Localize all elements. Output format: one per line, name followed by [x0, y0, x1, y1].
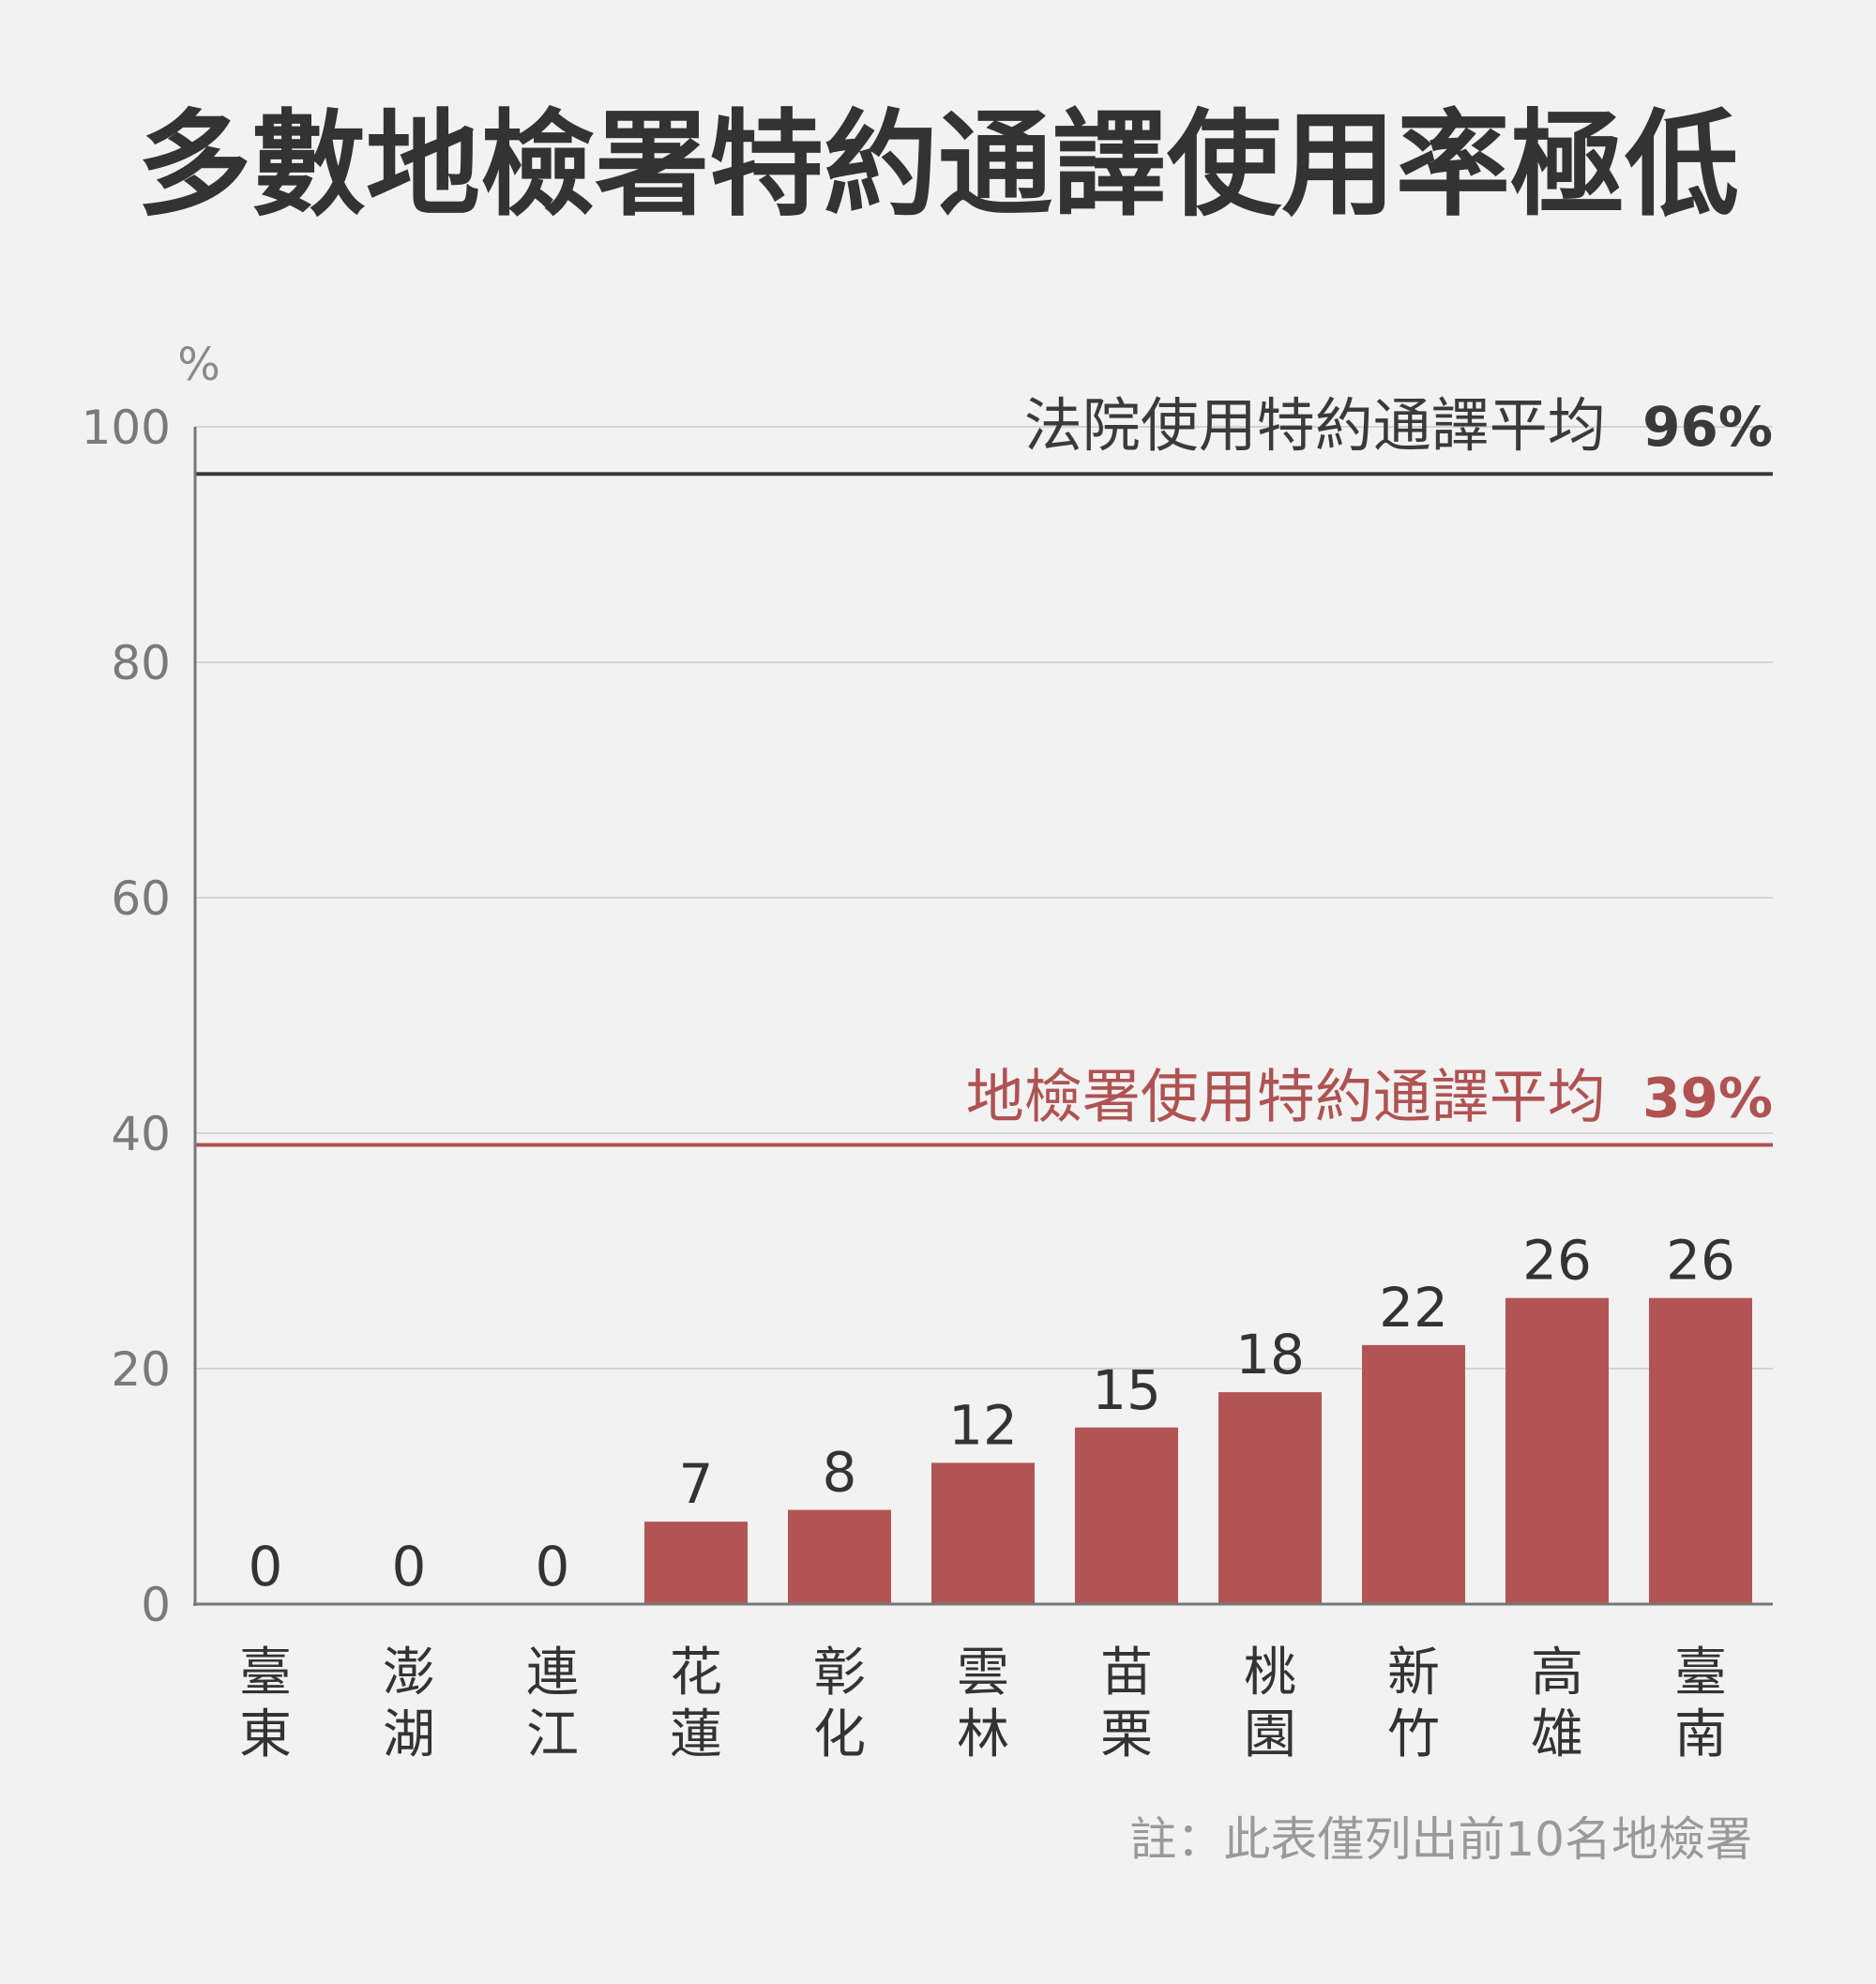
bar [788, 1509, 891, 1604]
reference-lines: 法院使用特約通譯平均 96% 地檢署使用特約通譯平均 39% [195, 391, 1773, 1147]
x-tick-label: 雄 [1531, 1704, 1583, 1765]
chart-note: 註：此表僅列出前10名地檢署 [1129, 1812, 1752, 1867]
x-tick-label: 花 [670, 1643, 722, 1704]
x-tick-label: 連 [526, 1643, 579, 1704]
data-label: 18 [1235, 1323, 1305, 1386]
reference-line-value: 39% [1642, 1067, 1773, 1130]
bar [1505, 1297, 1609, 1604]
reference-line-label-text: 法院使用特約通譯平均 [1024, 391, 1642, 460]
reference-line-label-text: 地檢署使用特約通譯平均 [966, 1063, 1642, 1131]
bar [1218, 1392, 1322, 1604]
y-tick-label: 100 [82, 401, 171, 455]
bar [1649, 1297, 1752, 1604]
data-label: 26 [1522, 1229, 1592, 1293]
reference-line-value: 96% [1642, 395, 1773, 459]
x-tick-label: 彰 [813, 1643, 866, 1704]
bars [644, 1297, 1752, 1604]
axes [193, 427, 1773, 1606]
data-label: 0 [249, 1535, 283, 1598]
y-tick-label: 0 [141, 1578, 171, 1632]
data-label: 8 [823, 1441, 857, 1505]
y-axis-ticks: 0 20 40 60 80 100 [82, 401, 171, 1632]
bar [644, 1522, 748, 1604]
x-tick-label: 澎 [383, 1643, 435, 1704]
x-tick-label: 南 [1674, 1704, 1727, 1765]
data-label: 22 [1379, 1276, 1448, 1340]
x-tick-label: 蓮 [670, 1704, 722, 1765]
x-tick-label: 高 [1531, 1643, 1583, 1704]
x-tick-label: 東 [239, 1704, 292, 1765]
x-tick-label: 苗 [1100, 1643, 1153, 1704]
x-tick-label: 化 [813, 1704, 866, 1765]
reference-line-label: 法院使用特約通譯平均 96% [1024, 391, 1773, 460]
y-tick-label: 80 [111, 636, 171, 690]
y-tick-label: 20 [111, 1342, 171, 1397]
data-label: 15 [1092, 1358, 1161, 1422]
x-tick-label: 桃 [1244, 1643, 1296, 1704]
x-tick-label: 江 [526, 1704, 579, 1765]
y-axis-unit: % [177, 339, 220, 391]
chart-title: 多數地檢署特約通譯使用率極低 [137, 98, 1739, 232]
y-tick-label: 60 [111, 871, 171, 926]
data-label: 12 [948, 1393, 1018, 1457]
reference-line-label: 地檢署使用特約通譯平均 39% [966, 1063, 1773, 1131]
bar [1362, 1344, 1465, 1604]
x-tick-label: 臺 [239, 1643, 292, 1704]
value-labels: 0 0 0 7 8 12 15 18 22 26 26 [249, 1229, 1735, 1598]
y-tick-label: 40 [111, 1107, 171, 1161]
gridlines [195, 426, 1773, 1370]
x-tick-label: 新 [1387, 1643, 1440, 1704]
bar [1075, 1427, 1178, 1604]
bar [931, 1462, 1035, 1604]
x-tick-label: 林 [957, 1704, 1009, 1765]
data-label: 7 [679, 1452, 714, 1516]
x-tick-label: 竹 [1387, 1704, 1440, 1765]
x-tick-label: 園 [1244, 1704, 1296, 1765]
x-tick-label: 雲 [957, 1643, 1009, 1704]
data-label: 26 [1666, 1229, 1735, 1293]
data-label: 0 [536, 1535, 570, 1598]
x-tick-label: 湖 [383, 1704, 435, 1765]
x-tick-label: 臺 [1674, 1643, 1727, 1704]
data-label: 0 [392, 1535, 427, 1598]
x-tick-label: 栗 [1100, 1704, 1153, 1765]
